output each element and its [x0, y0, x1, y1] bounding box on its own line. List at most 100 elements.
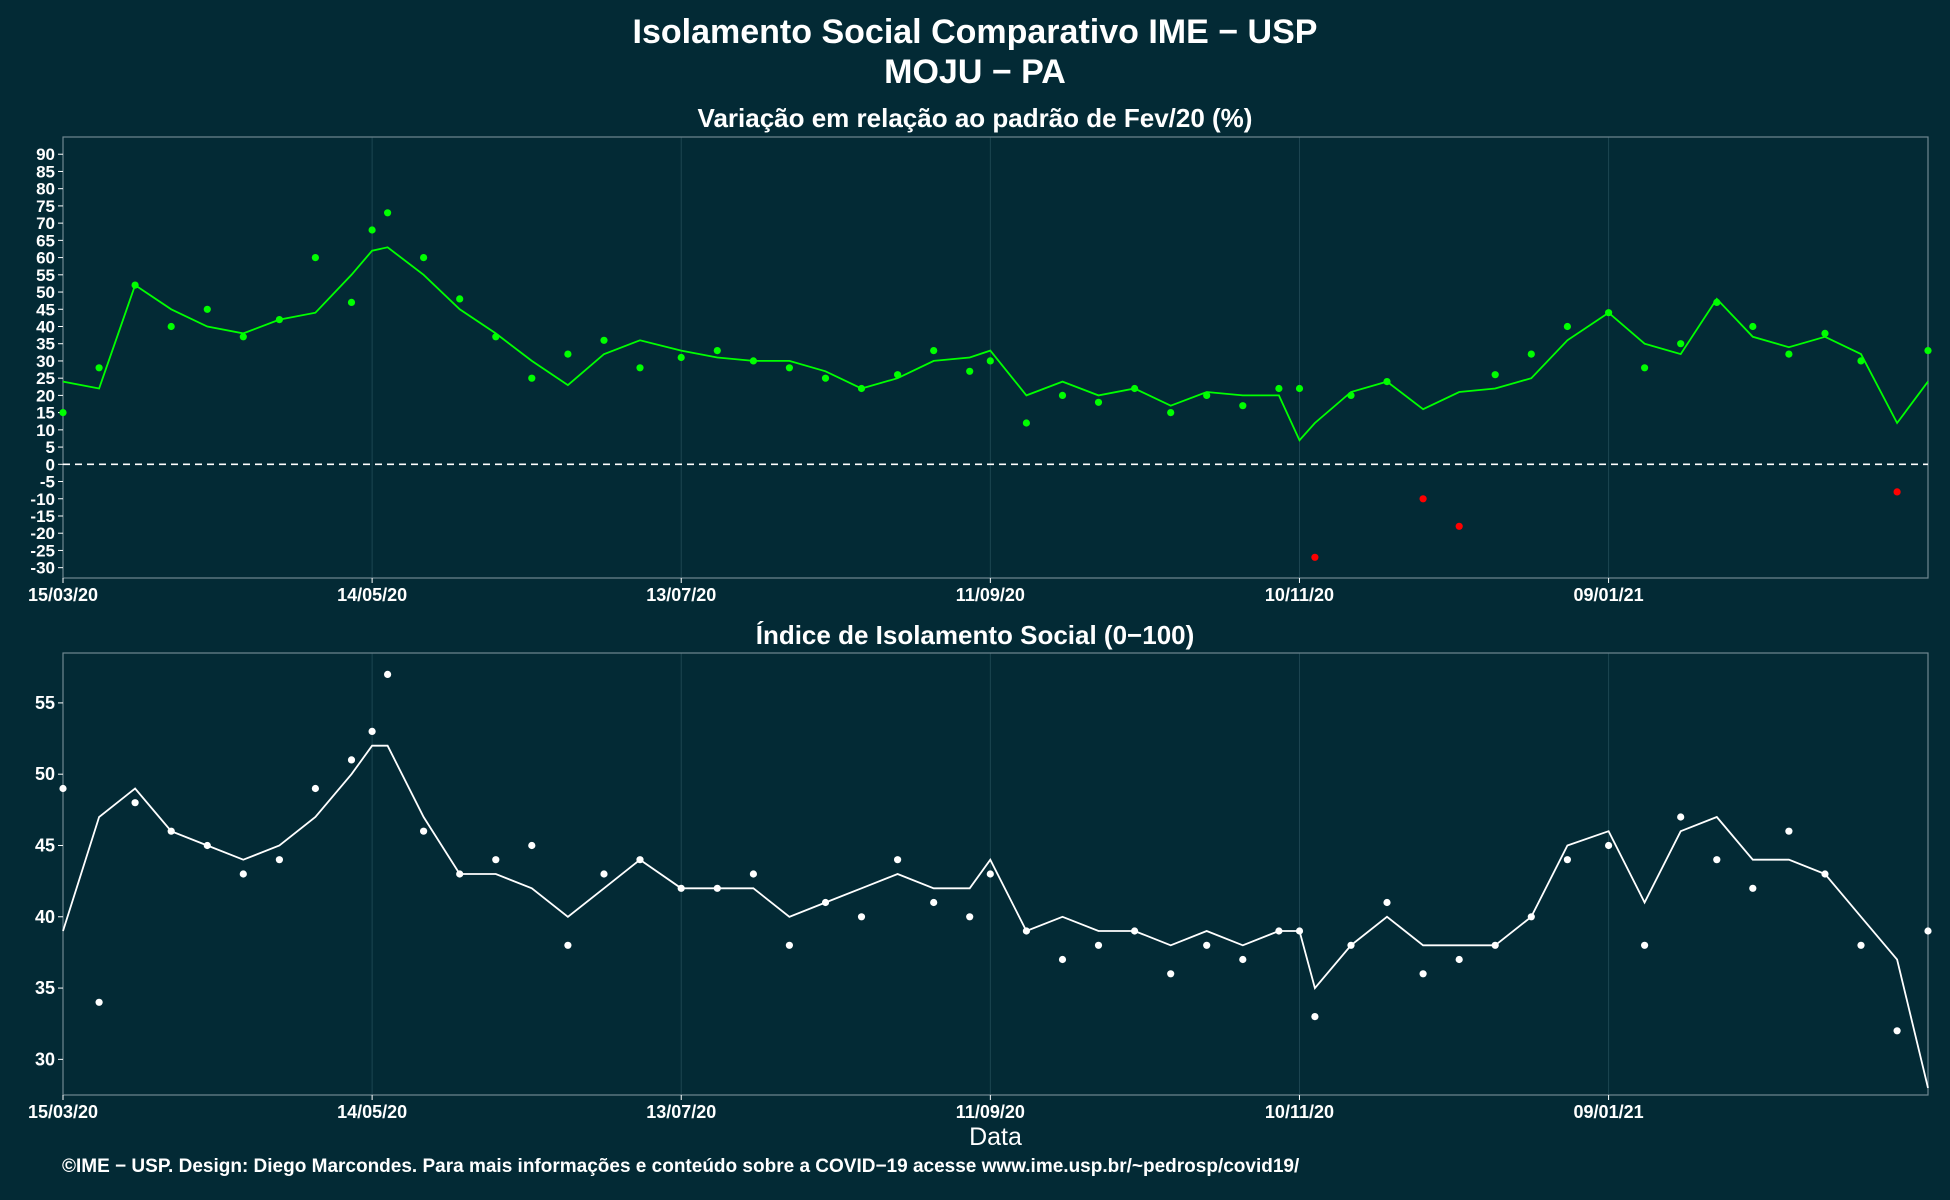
bottom-y-tick-label: 30: [35, 1049, 55, 1069]
bottom-data-point: [1713, 856, 1721, 864]
top-data-point: [368, 226, 376, 234]
bottom-x-tick-label: 13/07/20: [646, 1102, 716, 1122]
top-data-point: [1563, 322, 1571, 331]
footer-credit: ©IME − USP. Design: Diego Marcondes. Par…: [62, 1156, 1300, 1177]
bottom-data-point: [59, 784, 67, 793]
top-data-point: [420, 254, 428, 262]
bottom-moving-average-line: [62, 744, 1929, 1089]
top-data-point: [600, 336, 608, 344]
top-y-tick-label: 50: [36, 283, 55, 302]
bottom-data-point: [894, 856, 902, 864]
top-y-tick-label: 60: [36, 249, 55, 268]
bottom-data-point: [1893, 1027, 1901, 1035]
top-y-tick-label: 0: [46, 455, 55, 474]
bottom-data-point: [600, 870, 608, 878]
top-data-point: [713, 347, 721, 355]
top-data-point: [1239, 402, 1247, 410]
top-y-tick-label: 70: [36, 214, 55, 233]
top-data-point: [966, 367, 974, 375]
bottom-data-point: [420, 827, 428, 835]
top-y-tick-label: 90: [36, 145, 55, 164]
top-x-tick-label: 10/11/20: [1265, 585, 1334, 605]
top-data-point: [1924, 347, 1932, 355]
bottom-data-point: [131, 799, 139, 807]
bottom-x-tick-label: 11/09/20: [956, 1102, 1025, 1122]
top-data-point: [1022, 419, 1030, 427]
top-data-point: [203, 305, 211, 313]
top-x-tick-label: 13/07/20: [646, 585, 716, 605]
bottom-y-tick-label: 40: [35, 907, 55, 927]
top-moving-average-line: [62, 246, 1929, 442]
top-data-point: [785, 364, 794, 372]
top-x-tick-label: 15/03/20: [28, 585, 98, 605]
bottom-y-tick-label: 50: [35, 764, 55, 784]
top-data-point: [1058, 391, 1067, 399]
top-y-tick-label: -10: [30, 490, 55, 509]
bottom-x-tick-label: 10/11/20: [1265, 1102, 1334, 1122]
top-data-point: [239, 333, 247, 341]
bottom-data-point: [239, 870, 247, 878]
chart-title: Isolamento Social Comparativo IME − USP: [632, 13, 1318, 51]
top-panel-title: Variação em relação ao padrão de Fev/20 …: [697, 103, 1253, 133]
bottom-data-point: [1785, 827, 1793, 835]
top-y-tick-label: 30: [36, 352, 55, 371]
bottom-data-point: [1383, 898, 1391, 907]
top-data-point: [1311, 553, 1319, 561]
bottom-data-point: [1605, 841, 1613, 850]
bottom-data-point: [1749, 884, 1757, 892]
top-y-tick-label: -20: [30, 524, 55, 543]
top-y-tick-label: 65: [36, 231, 55, 250]
top-data-point: [456, 295, 464, 303]
top-y-tick-label: 85: [36, 162, 55, 181]
bottom-data-point: [1094, 941, 1103, 949]
top-y-tick-label: 10: [36, 421, 55, 440]
bottom-y-tick-label: 55: [35, 693, 55, 713]
top-y-tick-label: 20: [36, 386, 55, 405]
bottom-data-point: [1924, 927, 1932, 935]
top-data-point: [347, 298, 356, 306]
top-data-point: [1821, 329, 1829, 337]
bottom-data-point: [1167, 970, 1175, 978]
bottom-data-point: [1641, 941, 1649, 949]
top-y-tick-label: -5: [40, 473, 55, 492]
top-data-point: [986, 357, 994, 365]
bottom-data-point: [986, 870, 994, 878]
top-data-point: [1785, 350, 1793, 358]
top-data-point: [1419, 495, 1427, 503]
bottom-y-tick-label: 45: [35, 835, 55, 855]
top-data-point: [1094, 398, 1103, 406]
bottom-data-point: [95, 998, 103, 1006]
top-data-point: [95, 364, 103, 372]
top-panel: 908580757065605550454035302520151050-5-1…: [28, 136, 1932, 605]
bottom-data-point: [311, 784, 319, 793]
top-y-tick-label: 45: [36, 300, 55, 319]
bottom-data-point: [492, 856, 500, 864]
bottom-data-point: [1419, 970, 1427, 978]
top-data-point: [1295, 384, 1304, 393]
top-data-point: [1893, 488, 1901, 496]
top-data-point: [821, 374, 830, 382]
top-y-tick-label: 35: [36, 335, 55, 354]
bottom-x-tick-label: 15/03/20: [28, 1102, 98, 1122]
bottom-panel-title: Índice de Isolamento Social (0−100): [755, 620, 1195, 650]
top-y-tick-label: -25: [30, 541, 55, 560]
top-data-point: [1455, 522, 1463, 530]
top-y-tick-label: 80: [36, 180, 55, 199]
top-y-tick-label: 5: [46, 438, 55, 457]
top-data-point: [677, 353, 685, 362]
top-y-tick-label: 75: [36, 197, 55, 216]
bottom-data-point: [1239, 955, 1247, 964]
top-x-tick-label: 14/05/20: [337, 585, 407, 605]
bottom-data-point: [749, 870, 758, 878]
top-data-point: [930, 347, 938, 355]
bottom-data-point: [966, 913, 974, 921]
top-data-point: [311, 254, 319, 262]
top-data-point: [59, 409, 67, 417]
bottom-data-point: [1677, 813, 1685, 821]
top-data-point: [1749, 322, 1757, 331]
bottom-x-tick-label: 14/05/20: [337, 1102, 407, 1122]
bottom-data-point: [1563, 856, 1571, 864]
top-data-point: [1167, 409, 1175, 417]
bottom-data-point: [1455, 955, 1463, 964]
